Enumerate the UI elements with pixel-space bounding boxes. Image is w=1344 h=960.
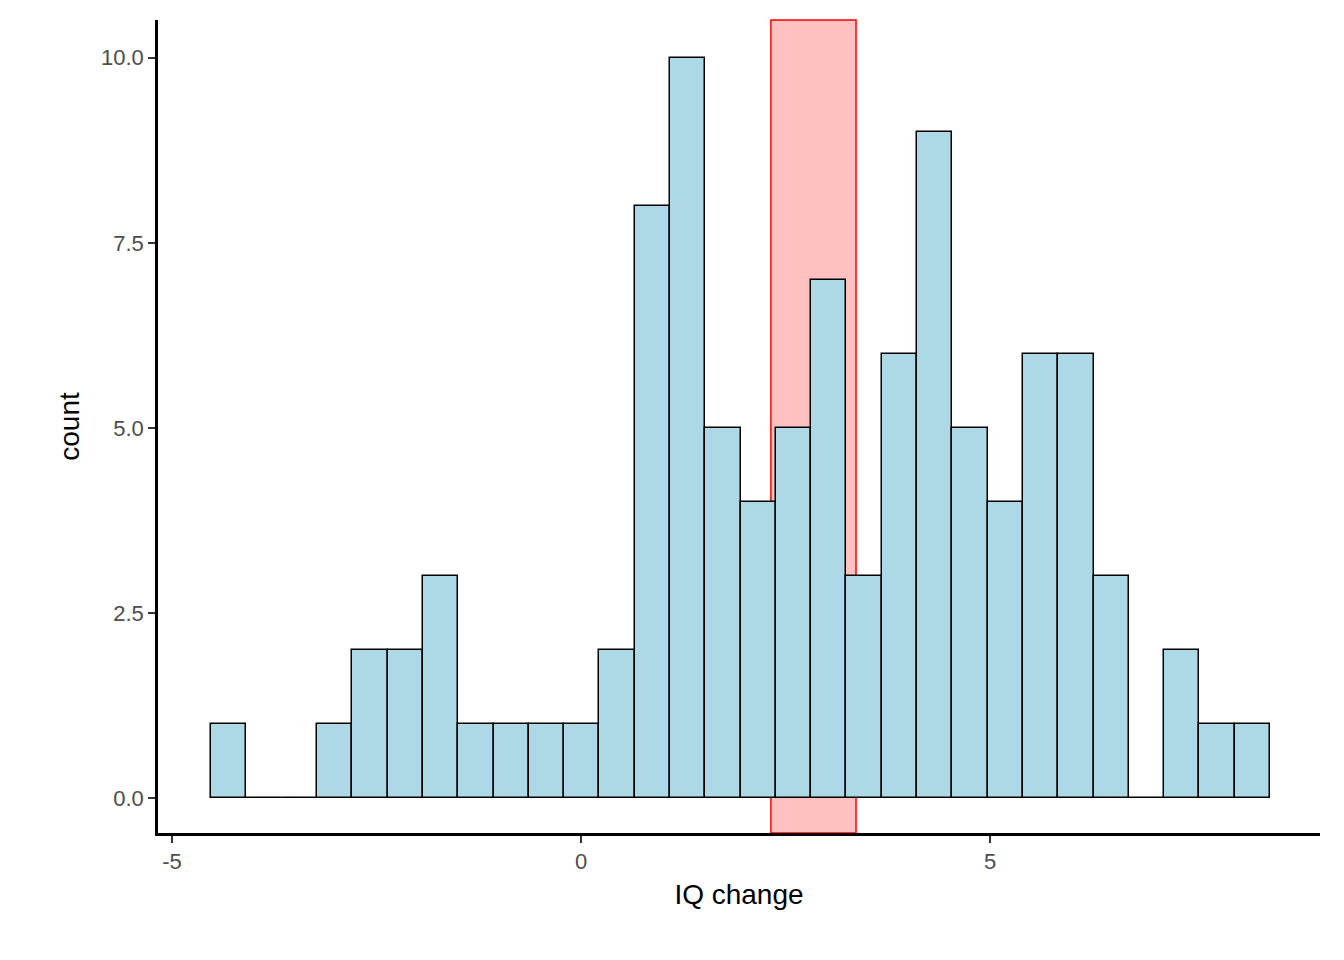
svg-text:7.5: 7.5 xyxy=(113,231,144,256)
svg-text:2.5: 2.5 xyxy=(113,601,144,626)
svg-text:count: count xyxy=(54,392,85,461)
svg-text:10.0: 10.0 xyxy=(101,45,144,70)
svg-text:0.0: 0.0 xyxy=(113,786,144,811)
svg-text:IQ change: IQ change xyxy=(674,879,803,910)
svg-text:5.0: 5.0 xyxy=(113,416,144,441)
svg-text:5: 5 xyxy=(984,849,996,874)
svg-text:-5: -5 xyxy=(162,849,182,874)
svg-text:0: 0 xyxy=(575,849,587,874)
